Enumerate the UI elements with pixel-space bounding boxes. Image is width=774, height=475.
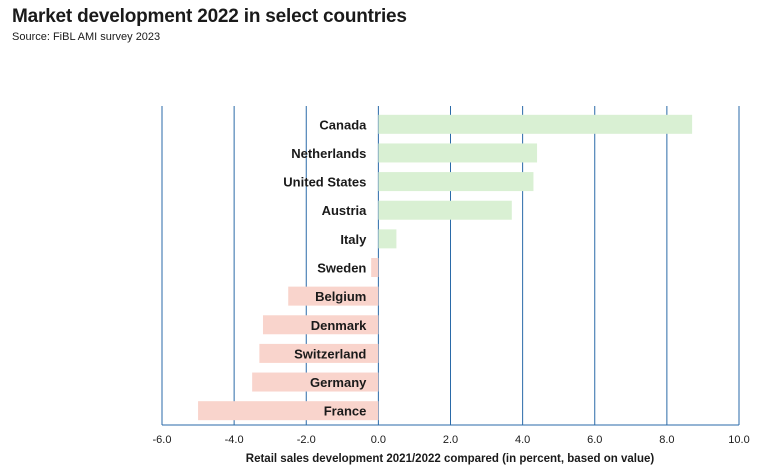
x-axis-label: Retail sales development 2021/2022 compa… [246,453,655,465]
bar [378,114,693,134]
x-tick-label: 0.0 [371,434,386,446]
bar [252,372,379,392]
category-label: Denmark [311,318,367,333]
x-tick-label: 8.0 [659,434,674,446]
bar [378,172,534,192]
x-tick-label: 6.0 [587,434,602,446]
x-tick-label: 2.0 [443,434,458,446]
category-labels: Canada Netherlands United States Austria Ita… [283,117,367,418]
x-tick-label: -6.0 [153,434,172,446]
x-tick-label: -2.0 [297,434,316,446]
category-label: Germany [310,375,367,390]
chart-subtitle: Source: FiBL AMI survey 2023 [12,31,161,43]
x-tick-label: 4.0 [515,434,530,446]
chart-title: Market development 2022 in select countr… [12,6,407,27]
bar [378,229,397,249]
category-label: Austria [322,203,368,218]
category-label: Canada [319,117,367,132]
category-label: Netherlands [291,146,366,161]
bar [371,258,379,277]
bar [198,401,379,421]
bar [259,343,379,363]
x-tick-labels: -6.0 -4.0 -2.0 0.0 2.0 4.0 6.0 8.0 10.0 [153,434,750,446]
x-tick-label: 10.0 [728,434,749,446]
category-label: Belgium [315,289,366,304]
category-label: Italy [340,232,367,247]
bar [378,200,512,220]
bar [378,143,538,163]
gridlines [161,106,740,426]
category-label: Switzerland [294,346,366,361]
category-label: France [324,404,367,419]
x-tick-label: -4.0 [225,434,244,446]
category-label: United States [283,175,366,190]
bars [198,114,693,421]
bar [288,286,379,306]
category-label: Sweden [317,261,366,276]
bar [262,315,379,335]
